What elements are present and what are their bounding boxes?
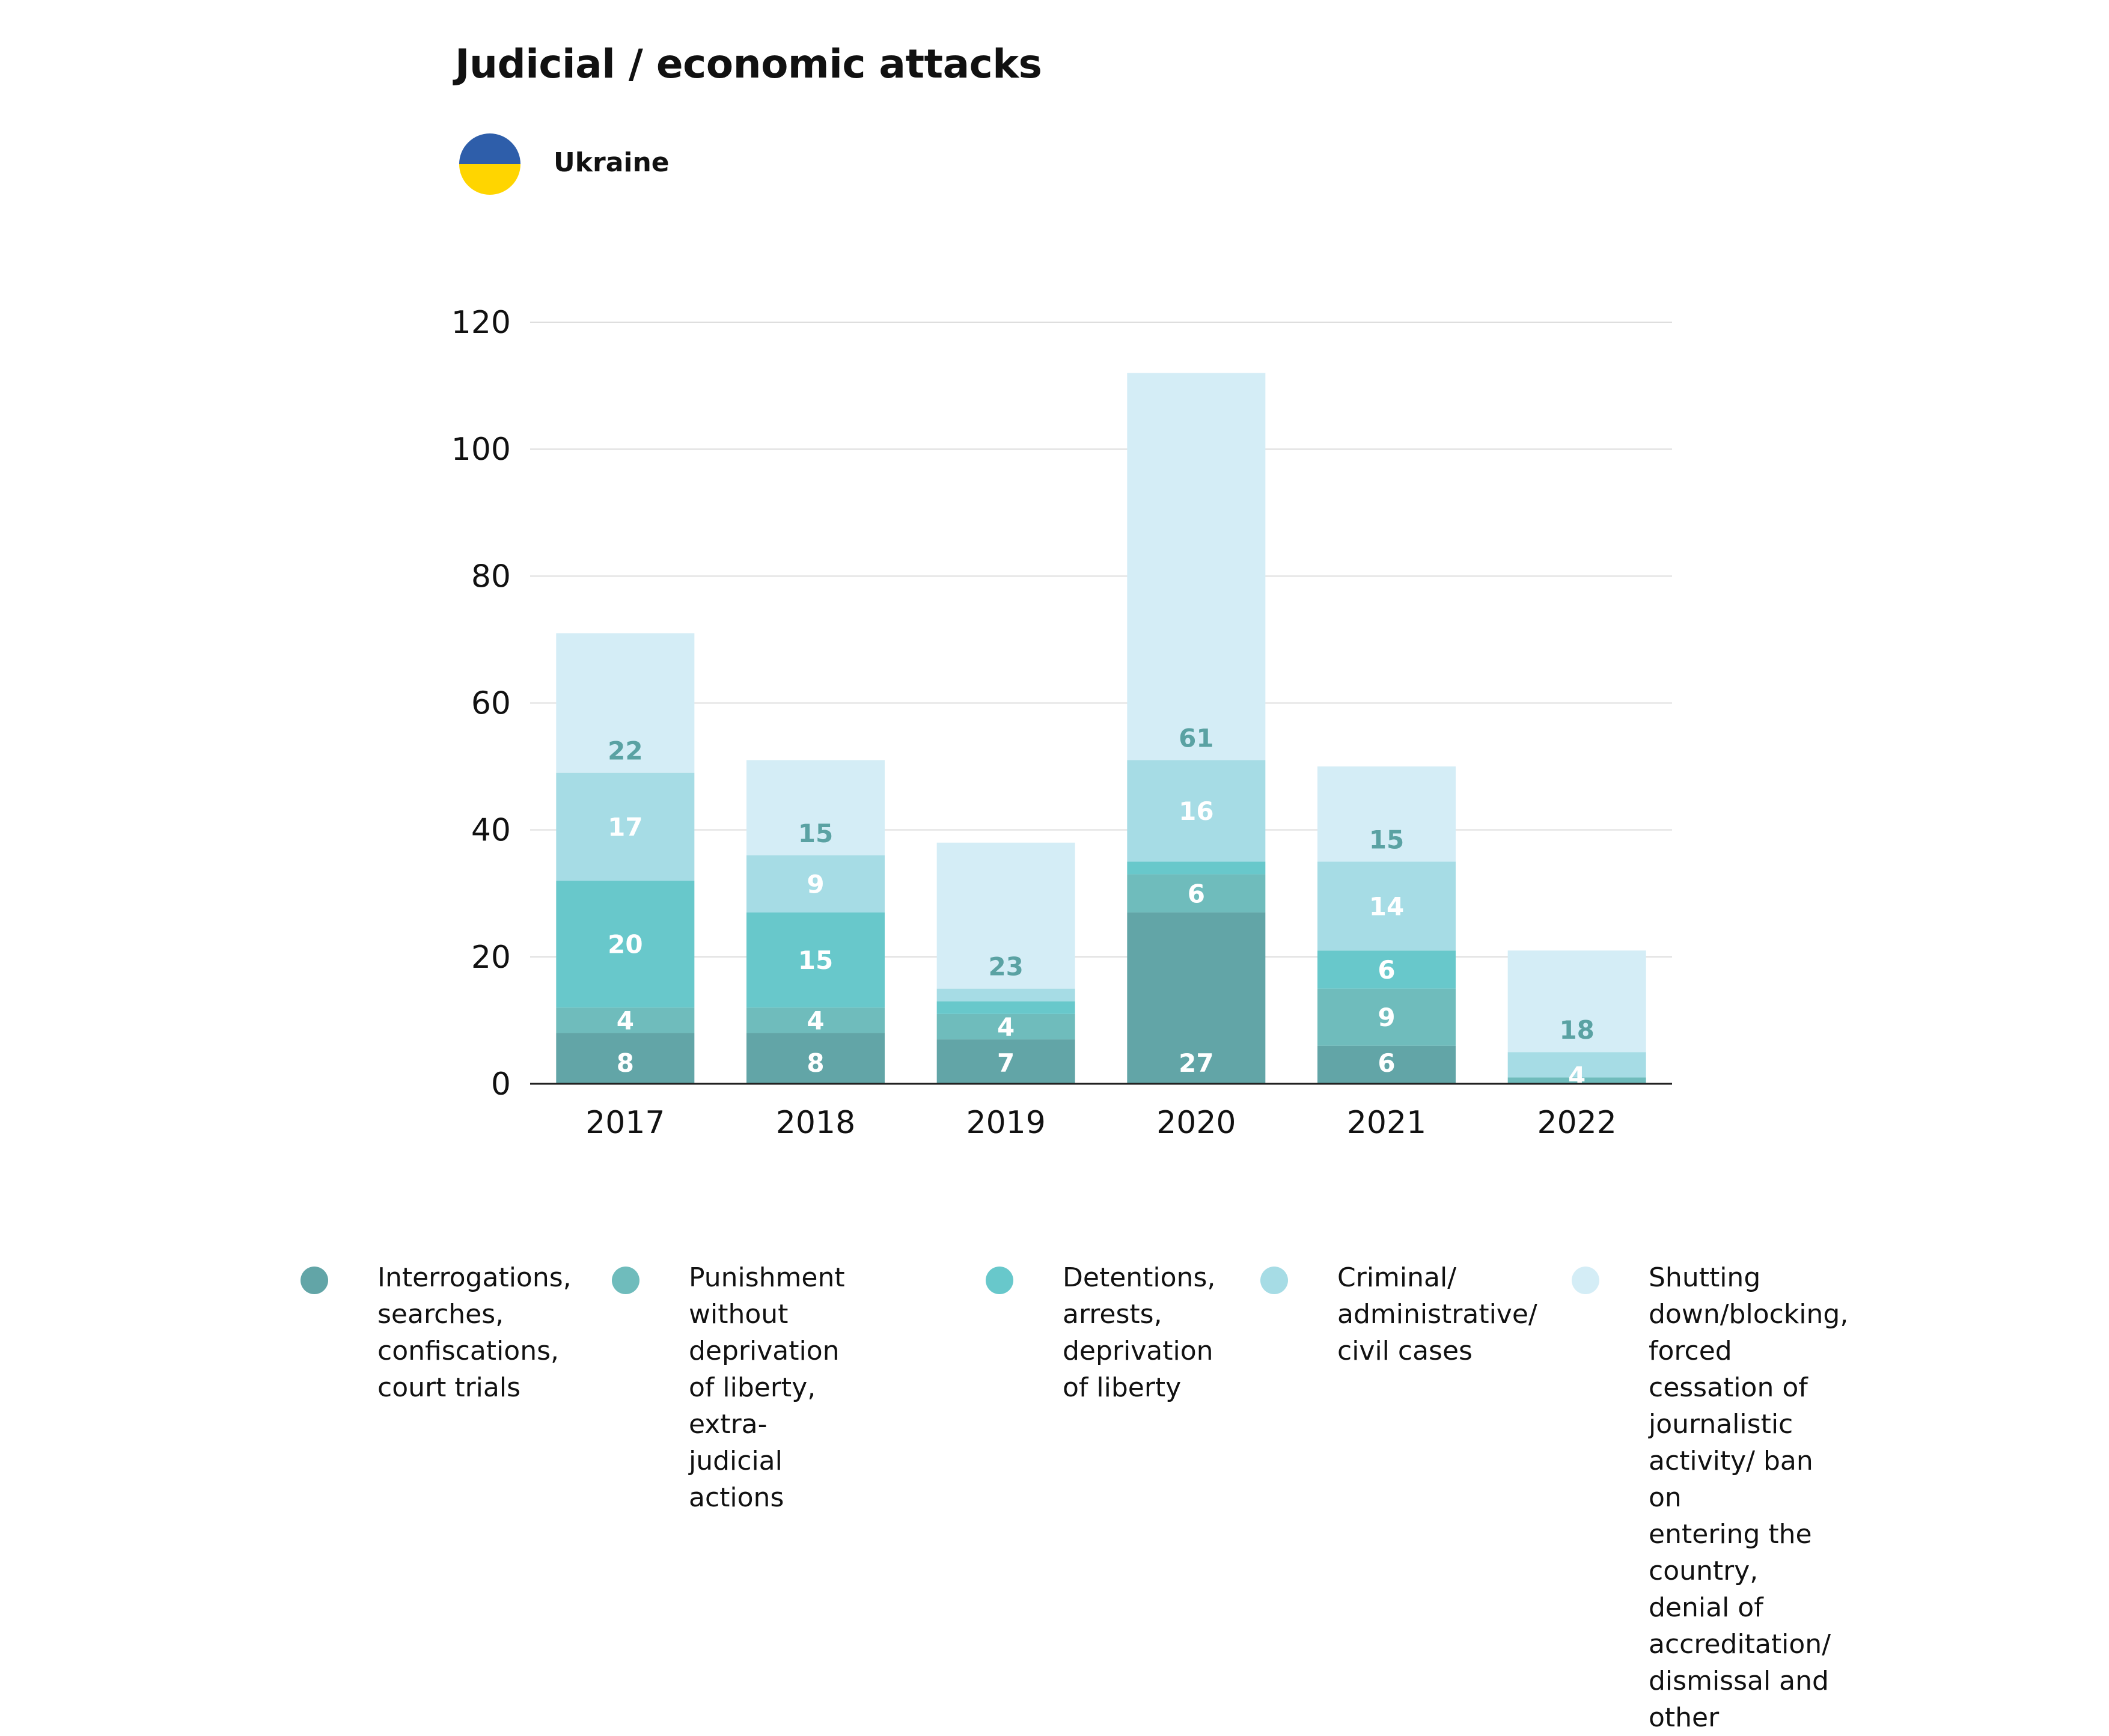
data-label: 4: [997, 1012, 1015, 1042]
bar-segment: [746, 1007, 885, 1033]
ukraine-flag-icon: [459, 133, 520, 195]
bar-segment: [1507, 1077, 1646, 1084]
data-label: 14: [1369, 891, 1404, 921]
x-tick-label: 2022: [1537, 1105, 1616, 1141]
y-tick-label: 0: [491, 1066, 511, 1102]
x-tick-label: 2019: [966, 1105, 1045, 1141]
x-tick-label: 2021: [1347, 1105, 1426, 1141]
chart-bars: [556, 373, 1646, 1084]
legend-swatch-icon: [301, 1267, 328, 1294]
bar-segment: [1317, 988, 1456, 1046]
y-tick-label: 20: [471, 940, 511, 976]
data-label: 4: [807, 1006, 824, 1035]
data-label: 18: [1559, 1015, 1594, 1045]
bar-segment: [1317, 1045, 1456, 1084]
bar-segment: [1127, 912, 1266, 1084]
chart-legend: Interrogations, searches, confiscations,…: [301, 1259, 2043, 1733]
x-tick-label: 2020: [1156, 1105, 1236, 1141]
data-label: 22: [608, 736, 642, 766]
bar-segment: [746, 1033, 885, 1084]
bar-segment: [936, 842, 1075, 989]
bar-segment: [1317, 861, 1456, 951]
bar-segment: [1127, 373, 1266, 760]
bar-segment: [936, 1001, 1075, 1014]
data-label: 8: [617, 1048, 634, 1078]
bar-segment: [1127, 760, 1266, 862]
data-label: 6: [1378, 1048, 1395, 1078]
bar-segment: [1507, 950, 1646, 1053]
bar-segment: [1317, 950, 1456, 989]
y-tick-label: 40: [471, 813, 511, 849]
bar-segment: [746, 912, 885, 1008]
bar-segment: [746, 855, 885, 912]
bar-segment: [936, 988, 1075, 1001]
bar-segment: [746, 760, 885, 855]
x-tick-label: 2017: [585, 1105, 665, 1141]
data-label: 15: [798, 946, 833, 975]
legend-label: Criminal/ administrative/ civil cases: [1337, 1262, 1537, 1366]
data-label: 9: [1378, 1003, 1395, 1032]
country-label: Ukraine: [554, 147, 670, 178]
bar-segment: [556, 772, 695, 881]
data-label: 4: [1568, 1061, 1586, 1090]
legend-swatch-icon: [1260, 1267, 1288, 1294]
data-label: 17: [608, 812, 642, 842]
bar-segment: [1507, 1052, 1646, 1078]
legend-label: Punishment without deprivation of libert…: [689, 1262, 845, 1513]
bar-segment: [556, 633, 695, 773]
data-label: 4: [617, 1006, 634, 1035]
y-tick-label: 80: [471, 558, 511, 594]
legend-label: Interrogations, searches, confiscations,…: [377, 1262, 572, 1403]
legend-label: Shutting down/blocking, forced cessation…: [1649, 1262, 1849, 1733]
data-label: 16: [1179, 796, 1213, 826]
legend-label: Detentions, arrests, deprivation of libe…: [1063, 1262, 1216, 1403]
bar-segment: [1317, 766, 1456, 862]
legend-swatch-icon: [986, 1267, 1013, 1294]
bar-segment: [936, 1013, 1075, 1040]
bar-segment: [1127, 861, 1266, 875]
data-label: 6: [1378, 955, 1395, 985]
data-label: 6: [1188, 879, 1205, 908]
chart-title: Judicial / economic attacks: [455, 41, 1042, 87]
y-tick-label: 120: [451, 305, 511, 341]
data-label: 23: [988, 952, 1023, 982]
data-label: 20: [608, 930, 642, 959]
data-label: 15: [1369, 825, 1404, 854]
data-label: 7: [997, 1048, 1015, 1078]
data-label: 8: [807, 1048, 824, 1078]
data-label: 61: [1179, 724, 1213, 753]
data-label: 27: [1179, 1048, 1213, 1078]
bar-segment: [1127, 874, 1266, 912]
legend-swatch-icon: [612, 1267, 639, 1294]
bar-segment: [556, 1033, 695, 1084]
legend-swatch-icon: [1572, 1267, 1599, 1294]
y-tick-label: 100: [451, 432, 511, 468]
x-tick-label: 2018: [776, 1105, 855, 1141]
x-axis-ticks: 2017 2018 2019 2020 2021 2022: [585, 1105, 1617, 1141]
data-label: 15: [798, 819, 833, 848]
bar-segment: [936, 1039, 1075, 1084]
bar-segment: [556, 1007, 695, 1033]
bar-segment: [556, 881, 695, 1008]
data-label: 9: [807, 869, 824, 899]
y-tick-label: 60: [471, 686, 511, 722]
chart-grid: 0 20 40 60 80 100 120: [451, 305, 1672, 1102]
